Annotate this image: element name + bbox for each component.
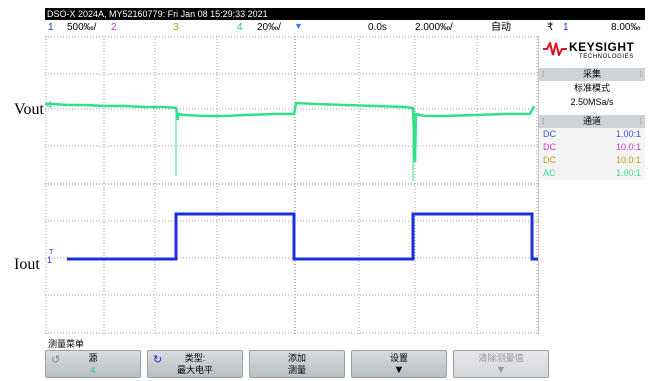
status-bar: 1 500‰/ 2 3 4 20‰/ ▼ 0.0s 2.000‰/ 自动 ₹ 1… [45,20,645,36]
time-offset[interactable]: 0.0s [368,22,387,33]
waveform-display[interactable]: 4 1 T [45,36,538,334]
return-icon: ↺ [51,354,61,366]
add-measurement-softkey[interactable]: 添加 测量 [249,350,345,378]
channel-coupling: DC [543,155,556,165]
channel-probe: 1.00:1 [615,129,641,139]
trigger-edge-icon: ₹ [547,22,554,33]
channel-row-1[interactable]: DC 1.00:1 [539,128,645,141]
settings-softkey[interactable]: 设置 ▼ [351,350,447,378]
channel-row-3[interactable]: DC 10.0:1 [539,154,645,167]
keysight-wave-icon [543,42,567,56]
brand-sub: TECHNOLOGIES [579,54,634,60]
ch2-number[interactable]: 2 [111,22,117,33]
clear-measurements-softkey[interactable]: 清除测量值 ▼ [453,350,549,378]
source-softkey[interactable]: ↺ 源 4 [45,350,141,378]
type-value: 最大电平 [176,365,213,375]
waveform-grid: 4 1 T [45,36,538,334]
sample-rate: 2.50MSa/s [570,97,614,107]
channel-probe: 10.0:1 [615,142,641,152]
ch1-trace [67,212,538,261]
side-panel: KEYSIGHT TECHNOLOGIES ⁞ 采集 ⁞ 标准模式 2.50MS… [538,36,645,334]
ch4-ground-marker: 4 [47,100,52,110]
grip-icon: ⁞ [542,70,545,79]
acquisition-mode: 标准模式 [573,83,610,93]
channels-header[interactable]: ⁞ 通道 ⁞ [539,115,645,128]
title-text: DSO-X 2024A, MY52160779: Fri Jan 08 15:2… [47,9,268,19]
time-scale[interactable]: 2.000‰/ [415,22,453,33]
trigger-mode[interactable]: 自动 [491,22,511,33]
trigger-level-marker: T [49,249,54,256]
title-bar: DSO-X 2024A, MY52160779: Fri Jan 08 15:2… [45,8,645,20]
channel-row-2[interactable]: DC 10.0:1 [539,141,645,154]
acquisition-header[interactable]: ⁞ 采集 ⁞ [539,68,645,81]
grip-icon: ⁞ [542,117,545,126]
channel-probe: 1.00:1 [615,168,641,178]
softkey-bar: ↺ 源 4 ↻ 类型: 最大电平 添加 测量 设置 ▼ 清除测量值 ▼ [37,350,647,381]
dropdown-arrow-icon: ▼ [495,364,507,376]
trigger-channel[interactable]: 1 [563,22,569,33]
grid-lines [45,36,538,334]
ch3-number[interactable]: 3 [173,22,179,33]
source-value: 4 [90,365,96,375]
ch4-number[interactable]: 4 [237,22,243,33]
rotate-knob-icon: ↻ [153,354,163,366]
trigger-level[interactable]: 8.00‰ [611,22,641,33]
ch4-trace [45,101,536,163]
channel-coupling: DC [543,142,556,152]
ch1-ground-marker: 1 [47,255,52,265]
iout-label: Iout [14,256,40,273]
vout-label: Vout [14,101,44,118]
ch4-scale[interactable]: 20‰/ [257,22,281,33]
ch1-number[interactable]: 1 [48,22,54,33]
ch1-scale[interactable]: 500‰/ [67,22,97,33]
keysight-logo: KEYSIGHT TECHNOLOGIES [539,36,645,66]
channel-row-4[interactable]: AC 1.00:1 [539,167,645,180]
menu-title: 测量菜单 [48,339,85,349]
type-softkey[interactable]: ↻ 类型: 最大电平 [147,350,243,378]
channel-coupling: AC [543,168,556,178]
channel-probe: 10.0:1 [615,155,641,165]
brand-name: KEYSIGHT [569,40,635,54]
dropdown-arrow-icon: ▼ [393,364,405,376]
channel-list: DC 1.00:1 DC 10.0:1 DC 10.0:1 AC 1.00:1 [539,128,645,180]
grip-icon: ⁞ [639,70,642,79]
channel-coupling: DC [543,129,556,139]
grip-icon: ⁞ [639,117,642,126]
trigger-position-icon: ▼ [294,21,303,31]
